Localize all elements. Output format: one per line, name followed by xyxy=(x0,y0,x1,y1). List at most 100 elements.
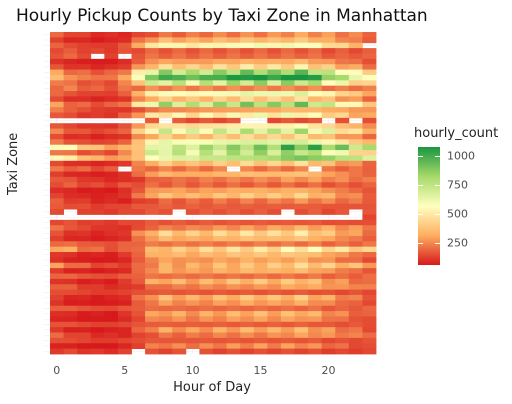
heatmap-cell xyxy=(253,225,268,231)
heatmap-cell xyxy=(253,348,268,355)
heatmap-cell xyxy=(90,139,105,146)
heatmap-cell xyxy=(185,112,200,119)
heatmap-cell xyxy=(63,321,78,328)
heatmap-cell xyxy=(240,219,255,226)
heatmap-cell xyxy=(145,193,160,199)
heatmap-cell xyxy=(199,193,214,199)
heatmap-cell xyxy=(267,155,282,162)
heatmap-cell xyxy=(213,278,227,285)
heatmap-cell xyxy=(90,166,105,172)
heatmap-cell xyxy=(145,257,160,264)
heatmap-cell xyxy=(280,58,295,65)
heatmap-cell xyxy=(50,268,64,274)
heatmap-cell xyxy=(362,74,377,81)
heatmap-cell xyxy=(172,155,187,162)
heatmap-cell xyxy=(226,101,241,108)
heatmap-cell xyxy=(348,284,363,290)
heatmap-cell xyxy=(348,252,363,258)
heatmap-cell xyxy=(294,257,309,264)
heatmap-cell xyxy=(117,80,132,87)
heatmap-cell xyxy=(50,74,64,81)
heatmap-cell xyxy=(185,160,200,167)
heatmap-cell xyxy=(335,150,350,156)
heatmap-cell xyxy=(213,166,227,172)
heatmap-cell xyxy=(321,235,336,242)
heatmap-cell xyxy=(335,160,350,167)
heatmap-cell xyxy=(117,187,132,194)
heatmap-cell xyxy=(131,48,146,54)
heatmap-cell xyxy=(77,96,92,103)
heatmap-cell xyxy=(131,150,146,156)
heatmap-cell xyxy=(253,257,268,264)
legend-tick-mark xyxy=(435,156,440,158)
heatmap-cell xyxy=(267,273,282,280)
heatmap-cell xyxy=(240,160,255,167)
heatmap-cell xyxy=(294,112,309,119)
heatmap-cell xyxy=(335,246,350,253)
heatmap-cell xyxy=(185,343,200,350)
heatmap-cell xyxy=(185,53,200,60)
heatmap-cell xyxy=(158,225,173,231)
heatmap-cell xyxy=(185,332,200,339)
heatmap-cell xyxy=(77,74,92,81)
heatmap-cell xyxy=(117,123,132,129)
heatmap-cell xyxy=(131,305,146,312)
heatmap-cell xyxy=(172,53,187,60)
heatmap-cell xyxy=(362,69,377,76)
heatmap-cell xyxy=(308,91,323,97)
heatmap-cell xyxy=(104,171,119,178)
heatmap-cell xyxy=(226,246,241,253)
heatmap-cell xyxy=(308,252,323,258)
heatmap-cell xyxy=(362,311,377,317)
heatmap-cell xyxy=(104,327,119,333)
heatmap-cell xyxy=(294,144,309,151)
heatmap-cell xyxy=(104,150,119,156)
heatmap-cell xyxy=(213,80,227,87)
heatmap-cell xyxy=(335,176,350,183)
heatmap-cell xyxy=(294,262,309,269)
heatmap-cell xyxy=(63,32,78,38)
heatmap-cell xyxy=(240,155,255,162)
heatmap-cell xyxy=(199,32,214,38)
heatmap-cell xyxy=(145,300,160,307)
heatmap-cell xyxy=(77,150,92,156)
heatmap-cell xyxy=(308,193,323,199)
heatmap-cell xyxy=(104,348,119,355)
heatmap-cell xyxy=(50,91,64,97)
heatmap-cell xyxy=(158,144,173,151)
heatmap-cell xyxy=(172,246,187,253)
heatmap-cell xyxy=(253,48,268,54)
heatmap-cell xyxy=(131,219,146,226)
heatmap-cell xyxy=(280,176,295,183)
heatmap-cell xyxy=(362,327,377,333)
heatmap-cell xyxy=(253,294,268,301)
heatmap-cell xyxy=(172,305,187,312)
heatmap-cell xyxy=(50,311,64,317)
heatmap-cell xyxy=(117,225,132,231)
heatmap-cell xyxy=(321,160,336,167)
heatmap-cell xyxy=(253,37,268,44)
heatmap-cell xyxy=(63,257,78,264)
heatmap-cell xyxy=(280,80,295,87)
heatmap-cell xyxy=(280,203,295,210)
heatmap-cell xyxy=(348,176,363,183)
heatmap-cell xyxy=(145,128,160,135)
heatmap-cell xyxy=(321,209,336,215)
legend-tick-mark xyxy=(435,185,440,187)
heatmap-cell xyxy=(185,284,200,290)
heatmap-cell xyxy=(213,268,227,274)
heatmap-cell xyxy=(117,101,132,108)
heatmap-cell xyxy=(321,321,336,328)
heatmap-cell xyxy=(63,235,78,242)
heatmap-cell xyxy=(158,294,173,301)
heatmap-cell xyxy=(253,139,268,146)
heatmap-cell xyxy=(226,305,241,312)
heatmap-cell xyxy=(104,278,119,285)
heatmap-cell xyxy=(172,32,187,38)
heatmap-cell xyxy=(104,80,119,87)
heatmap-cell xyxy=(321,300,336,307)
heatmap-cell xyxy=(348,101,363,108)
heatmap-cell xyxy=(240,284,255,290)
heatmap-cell xyxy=(117,171,132,178)
heatmap-cell xyxy=(77,58,92,65)
